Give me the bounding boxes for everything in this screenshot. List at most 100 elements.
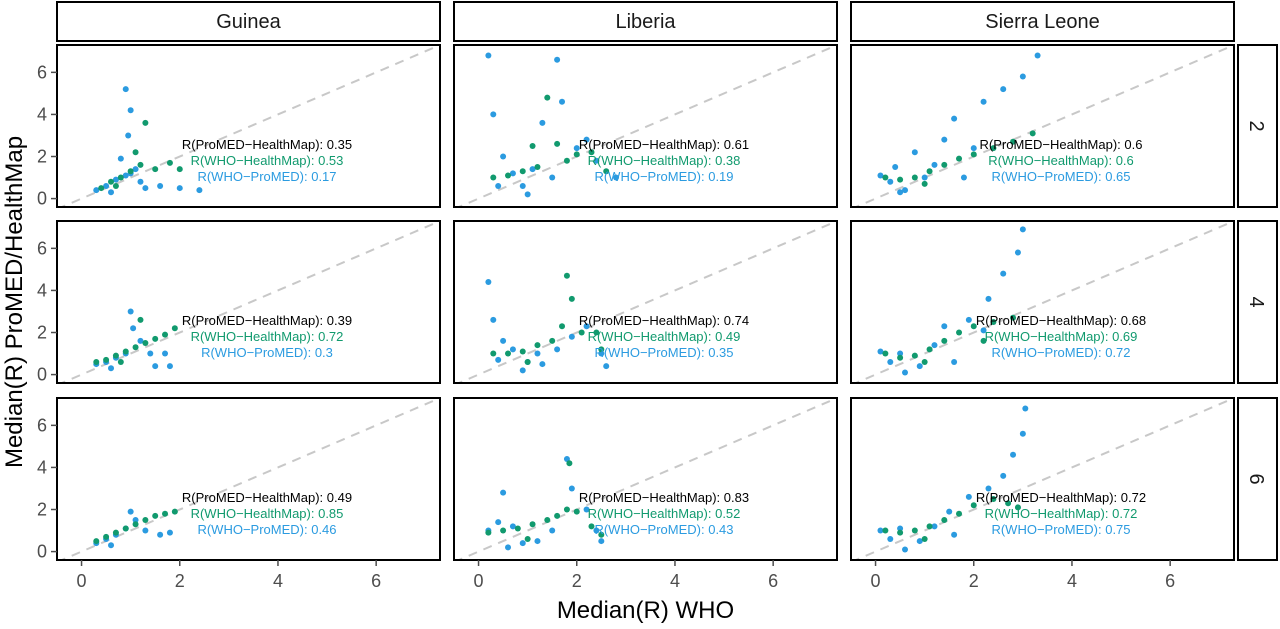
annotation-r-promed-healthmap: R(ProMED−HealthMap): 0.35 [182, 137, 352, 152]
point-who-promed [495, 356, 502, 363]
x-tick-label: 2 [175, 571, 185, 591]
point-who-promed [509, 170, 516, 177]
point-who-promed [519, 367, 526, 374]
row-strip-2: 2 [1237, 44, 1278, 208]
point-who-promed [554, 346, 561, 353]
point-who-promed [951, 531, 958, 538]
point-who-promed [583, 136, 590, 143]
strip-label-row-4: 4 [1245, 296, 1267, 307]
point-who-healthmap [162, 510, 169, 517]
point-who-healthmap [142, 119, 149, 126]
point-who-promed [946, 508, 953, 515]
identity-line [456, 221, 837, 383]
identity-line [456, 398, 837, 560]
x-tick-label: 0 [474, 571, 484, 591]
point-who-promed [613, 174, 620, 181]
point-who-promed [887, 535, 894, 542]
point-who-promed [509, 523, 516, 530]
point-who-healthmap [1005, 500, 1012, 507]
point-who-promed [593, 527, 600, 534]
point-who-promed [1022, 405, 1029, 412]
x-tick-label: 0 [871, 571, 881, 591]
point-who-promed [985, 485, 992, 492]
point-who-promed [1000, 472, 1007, 479]
point-who-healthmap [980, 337, 987, 344]
point-who-healthmap [132, 344, 139, 351]
point-who-healthmap [1014, 504, 1021, 511]
point-who-healthmap [112, 529, 119, 536]
y-tick-label: 2 [37, 500, 47, 520]
x-tick-label: 6 [1165, 571, 1175, 591]
annotation-r-who-promed: R(WHO−ProMED): 0.72 [991, 345, 1130, 360]
panel-plot-area [456, 398, 837, 560]
point-who-healthmap [911, 352, 918, 359]
panel-liberia-2: R(ProMED−HealthMap): 0.61R(WHO−HealthMap… [453, 44, 838, 208]
point-who-promed [142, 185, 149, 192]
annotation-r-promed-healthmap: R(ProMED−HealthMap): 0.72 [976, 490, 1146, 505]
point-who-promed [970, 145, 977, 152]
point-who-healthmap [566, 460, 573, 467]
annotation-r-who-healthmap: R(WHO−HealthMap): 0.69 [985, 329, 1138, 344]
point-who-healthmap [171, 508, 178, 515]
point-who-healthmap [882, 527, 889, 534]
point-who-promed [1014, 249, 1021, 256]
point-who-promed [539, 119, 546, 126]
y-axes: 0 2 4 6 0 2 4 6 0 2 4 6 [37, 62, 57, 562]
point-who-promed [103, 182, 110, 189]
panel-border [56, 220, 441, 384]
point-who-promed [549, 174, 556, 181]
annotation-r-who-promed: R(WHO−ProMED): 0.46 [197, 522, 336, 537]
point-who-healthmap [103, 533, 110, 540]
point-who-promed [127, 508, 134, 515]
point-who-promed [568, 333, 575, 340]
point-who-healthmap [897, 354, 904, 361]
y-tick-label: 6 [37, 238, 47, 258]
annotation-r-promed-healthmap: R(ProMED−HealthMap): 0.61 [579, 137, 749, 152]
point-who-promed [108, 542, 115, 549]
point-who-promed [877, 527, 884, 534]
point-who-healthmap [588, 149, 595, 156]
point-who-promed [902, 369, 909, 376]
point-who-promed [887, 178, 894, 185]
point-who-promed [911, 149, 918, 156]
panel-border [850, 220, 1235, 384]
point-who-healthmap [598, 531, 605, 538]
point-who-healthmap [142, 517, 149, 524]
point-who-healthmap [956, 329, 963, 336]
annotation-r-who-healthmap: R(WHO−HealthMap): 0.72 [191, 329, 344, 344]
point-who-promed [1019, 73, 1026, 80]
point-who-promed [147, 350, 154, 357]
point-who-promed [921, 174, 928, 181]
annotation-r-who-healthmap: R(WHO−HealthMap): 0.52 [588, 506, 741, 521]
point-who-healthmap [970, 151, 977, 158]
point-who-healthmap [941, 337, 948, 344]
identity-line [456, 45, 837, 207]
point-who-healthmap [132, 521, 139, 528]
panel-border [453, 397, 838, 561]
panel-sierra-leone-4: R(ProMED−HealthMap): 0.68R(WHO−HealthMap… [850, 220, 1235, 384]
point-who-healthmap [490, 174, 497, 181]
point-who-healthmap [970, 323, 977, 330]
point-who-promed [897, 350, 904, 357]
point-who-promed [916, 363, 923, 370]
point-who-promed [931, 161, 938, 168]
panel-border [850, 397, 1235, 561]
point-who-healthmap [162, 331, 169, 338]
annotation-r-promed-healthmap: R(ProMED−HealthMap): 0.39 [182, 313, 352, 328]
point-who-healthmap [921, 358, 928, 365]
point-who-promed [500, 153, 507, 160]
point-who-healthmap [549, 337, 556, 344]
point-who-healthmap [152, 166, 159, 173]
point-who-promed [897, 189, 904, 196]
point-who-promed [519, 540, 526, 547]
point-who-promed [941, 323, 948, 330]
point-who-promed [162, 350, 169, 357]
point-who-promed [573, 145, 580, 152]
point-who-healthmap [956, 155, 963, 162]
point-who-healthmap [544, 94, 551, 101]
point-who-healthmap [1029, 130, 1036, 137]
point-who-healthmap [529, 521, 536, 528]
point-who-healthmap [529, 142, 536, 149]
identity-line [853, 398, 1234, 560]
point-who-promed [166, 529, 173, 536]
